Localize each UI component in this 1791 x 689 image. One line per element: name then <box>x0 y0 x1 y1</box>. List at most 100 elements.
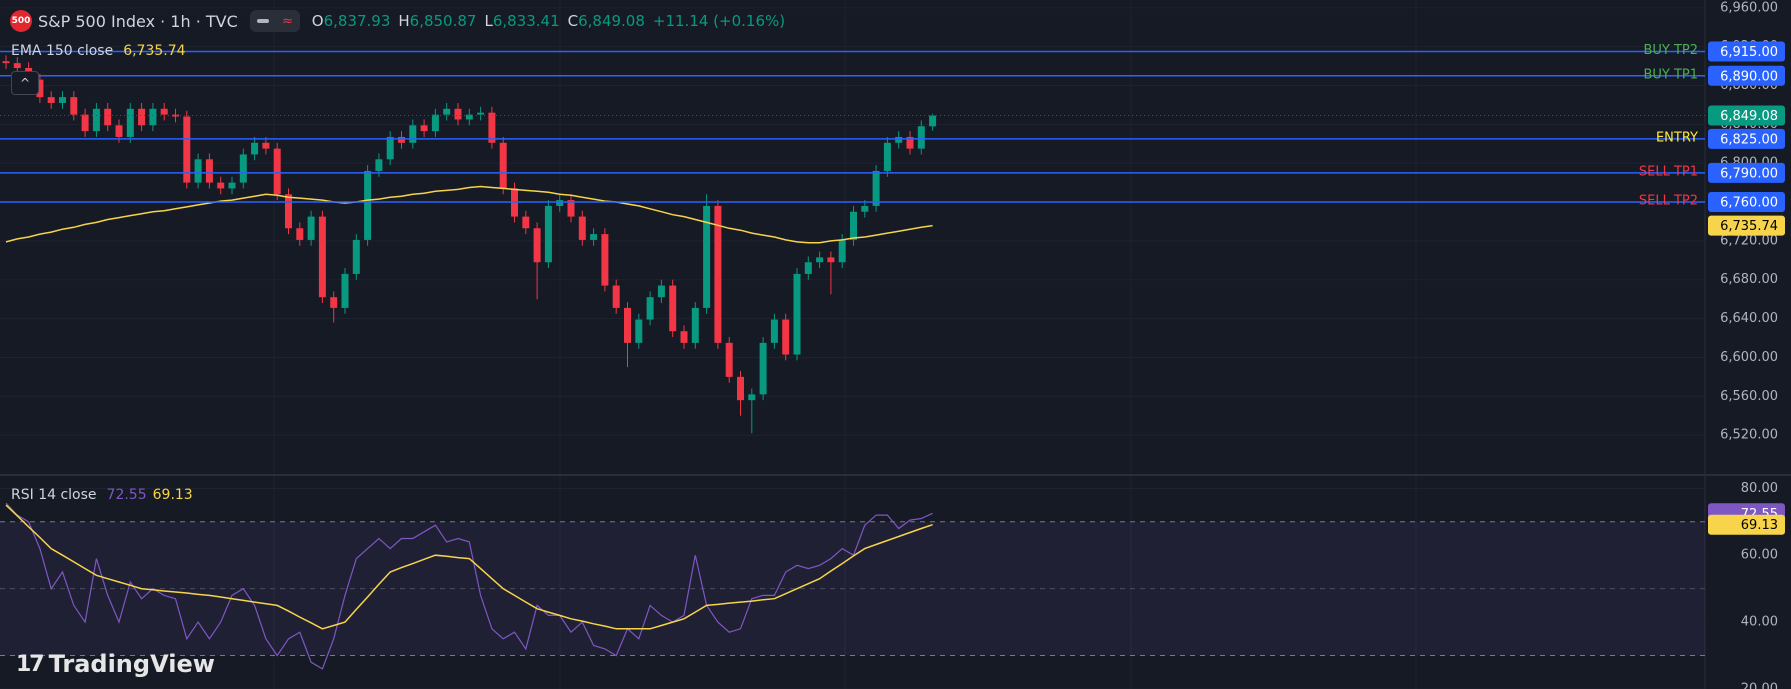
candle-body <box>420 125 428 132</box>
y-tick-label: 6,600.00 <box>1720 350 1778 365</box>
candle-body <box>307 216 315 240</box>
candle-body <box>477 112 485 115</box>
candle-body <box>567 200 575 217</box>
candle-body <box>657 285 665 298</box>
candle-body <box>194 159 202 183</box>
toggle[interactable]: ≈ <box>249 10 300 32</box>
candle-body <box>375 159 383 171</box>
rsi-value: 72.55 <box>106 487 147 503</box>
level-tag: 6,825.00 <box>1720 132 1778 147</box>
candle-body <box>126 108 134 137</box>
y-tick-label: 40.00 <box>1741 615 1778 630</box>
candle-body <box>782 319 790 355</box>
candle-body <box>850 211 857 240</box>
header: 500 S&P 500 Index · 1h · TVC ≈ O6,837.93… <box>10 9 785 33</box>
ema-tag-box <box>1708 215 1785 236</box>
level-tag: 6,915.00 <box>1720 45 1778 60</box>
candle-body <box>59 97 66 103</box>
candle-body <box>691 307 699 343</box>
candle-body <box>669 285 677 332</box>
candle-body <box>522 216 530 229</box>
candle-body <box>273 148 281 195</box>
ohlc-value: 6,849.08 <box>578 12 645 30</box>
candle-body <box>2 61 10 64</box>
level-tag-box <box>1708 41 1785 62</box>
candle-body <box>861 205 869 212</box>
ema-value: 6,735.74 <box>123 43 186 59</box>
candle-body <box>929 115 937 127</box>
candle-body <box>895 136 903 143</box>
level-label: BUY TP2 <box>1643 43 1698 58</box>
candle-body <box>793 273 801 355</box>
candle-body <box>149 108 157 126</box>
candle-body <box>680 331 688 343</box>
rsi-legend: RSI 14 close 72.55 69.13 <box>11 487 193 503</box>
candle-body <box>104 108 112 126</box>
candle-body <box>635 319 643 343</box>
y-tick-label: 6,960.00 <box>1720 0 1778 15</box>
level-label: ENTRY <box>1656 130 1698 145</box>
candle-body <box>838 239 846 263</box>
y-tick-label: 20.00 <box>1741 682 1778 689</box>
candle-body <box>409 125 417 143</box>
candle-body <box>239 154 247 183</box>
candle-body <box>70 97 78 115</box>
level-tag-box <box>1708 65 1785 86</box>
candle-body <box>748 394 756 401</box>
level-tag-box <box>1708 128 1785 149</box>
rsi-ma-tag: 69.13 <box>1741 518 1778 533</box>
watermark-text: TradingView <box>48 650 215 678</box>
y-tick-label: 6,720.00 <box>1720 233 1778 248</box>
ohlc-legend: O6,837.93 H6,850.87 L6,833.41 C6,849.08 +11.… <box>312 12 785 30</box>
candle-body <box>296 228 304 240</box>
rsi-ma-tag-box <box>1708 514 1785 535</box>
y-tick-label: 6,640.00 <box>1720 311 1778 326</box>
candle-body <box>533 228 541 263</box>
ohlc-key: C <box>567 12 579 30</box>
candle-body <box>443 108 451 115</box>
candle-body <box>499 142 507 189</box>
rsi-ma-line <box>5 504 933 630</box>
candle-body <box>47 97 55 103</box>
level-label: BUY TP1 <box>1643 67 1698 82</box>
y-tick-label: 60.00 <box>1741 548 1778 563</box>
symbol-icon: 500 <box>10 10 32 32</box>
candle-body <box>13 63 21 68</box>
level-tag: 6,790.00 <box>1720 166 1778 181</box>
candle-body <box>172 114 179 117</box>
ohlc-key: O <box>311 12 324 30</box>
ema-tag: 6,735.74 <box>1720 219 1778 234</box>
candle-body <box>714 205 722 343</box>
ohlc-item: O6,837.93 <box>312 12 391 30</box>
last-price-tag: 6,849.08 <box>1720 109 1778 124</box>
candle-body <box>364 170 372 240</box>
symbol-title[interactable]: S&P 500 Index · 1h · TVC <box>38 11 238 31</box>
collapse-button[interactable]: ^ <box>11 71 39 95</box>
candle-body <box>770 319 778 343</box>
level-tag: 6,760.00 <box>1720 196 1778 211</box>
candle-body <box>624 307 631 343</box>
candle-body <box>703 205 711 308</box>
candle-body <box>138 108 146 126</box>
ohlc-value: 6,850.87 <box>409 12 477 30</box>
last-price-tag-box <box>1708 105 1785 126</box>
watermark: 17 TradingView <box>16 650 215 678</box>
candle-body <box>804 262 812 274</box>
candle-body <box>160 108 168 115</box>
rsi-name: RSI 14 close <box>11 487 97 503</box>
level-tag-box <box>1708 192 1785 213</box>
candle-body <box>352 239 360 274</box>
candle-body <box>81 114 89 132</box>
rsi-ma-value: 69.13 <box>152 487 193 503</box>
candle-body <box>318 216 326 298</box>
candle-body <box>454 108 462 120</box>
candle-body <box>262 142 270 149</box>
candle-body <box>816 257 824 263</box>
level-tag-box <box>1708 162 1785 183</box>
candle-body <box>285 194 292 229</box>
ohlc-item: C6,849.08 <box>568 12 645 30</box>
y-tick-label: 6,520.00 <box>1720 428 1778 443</box>
